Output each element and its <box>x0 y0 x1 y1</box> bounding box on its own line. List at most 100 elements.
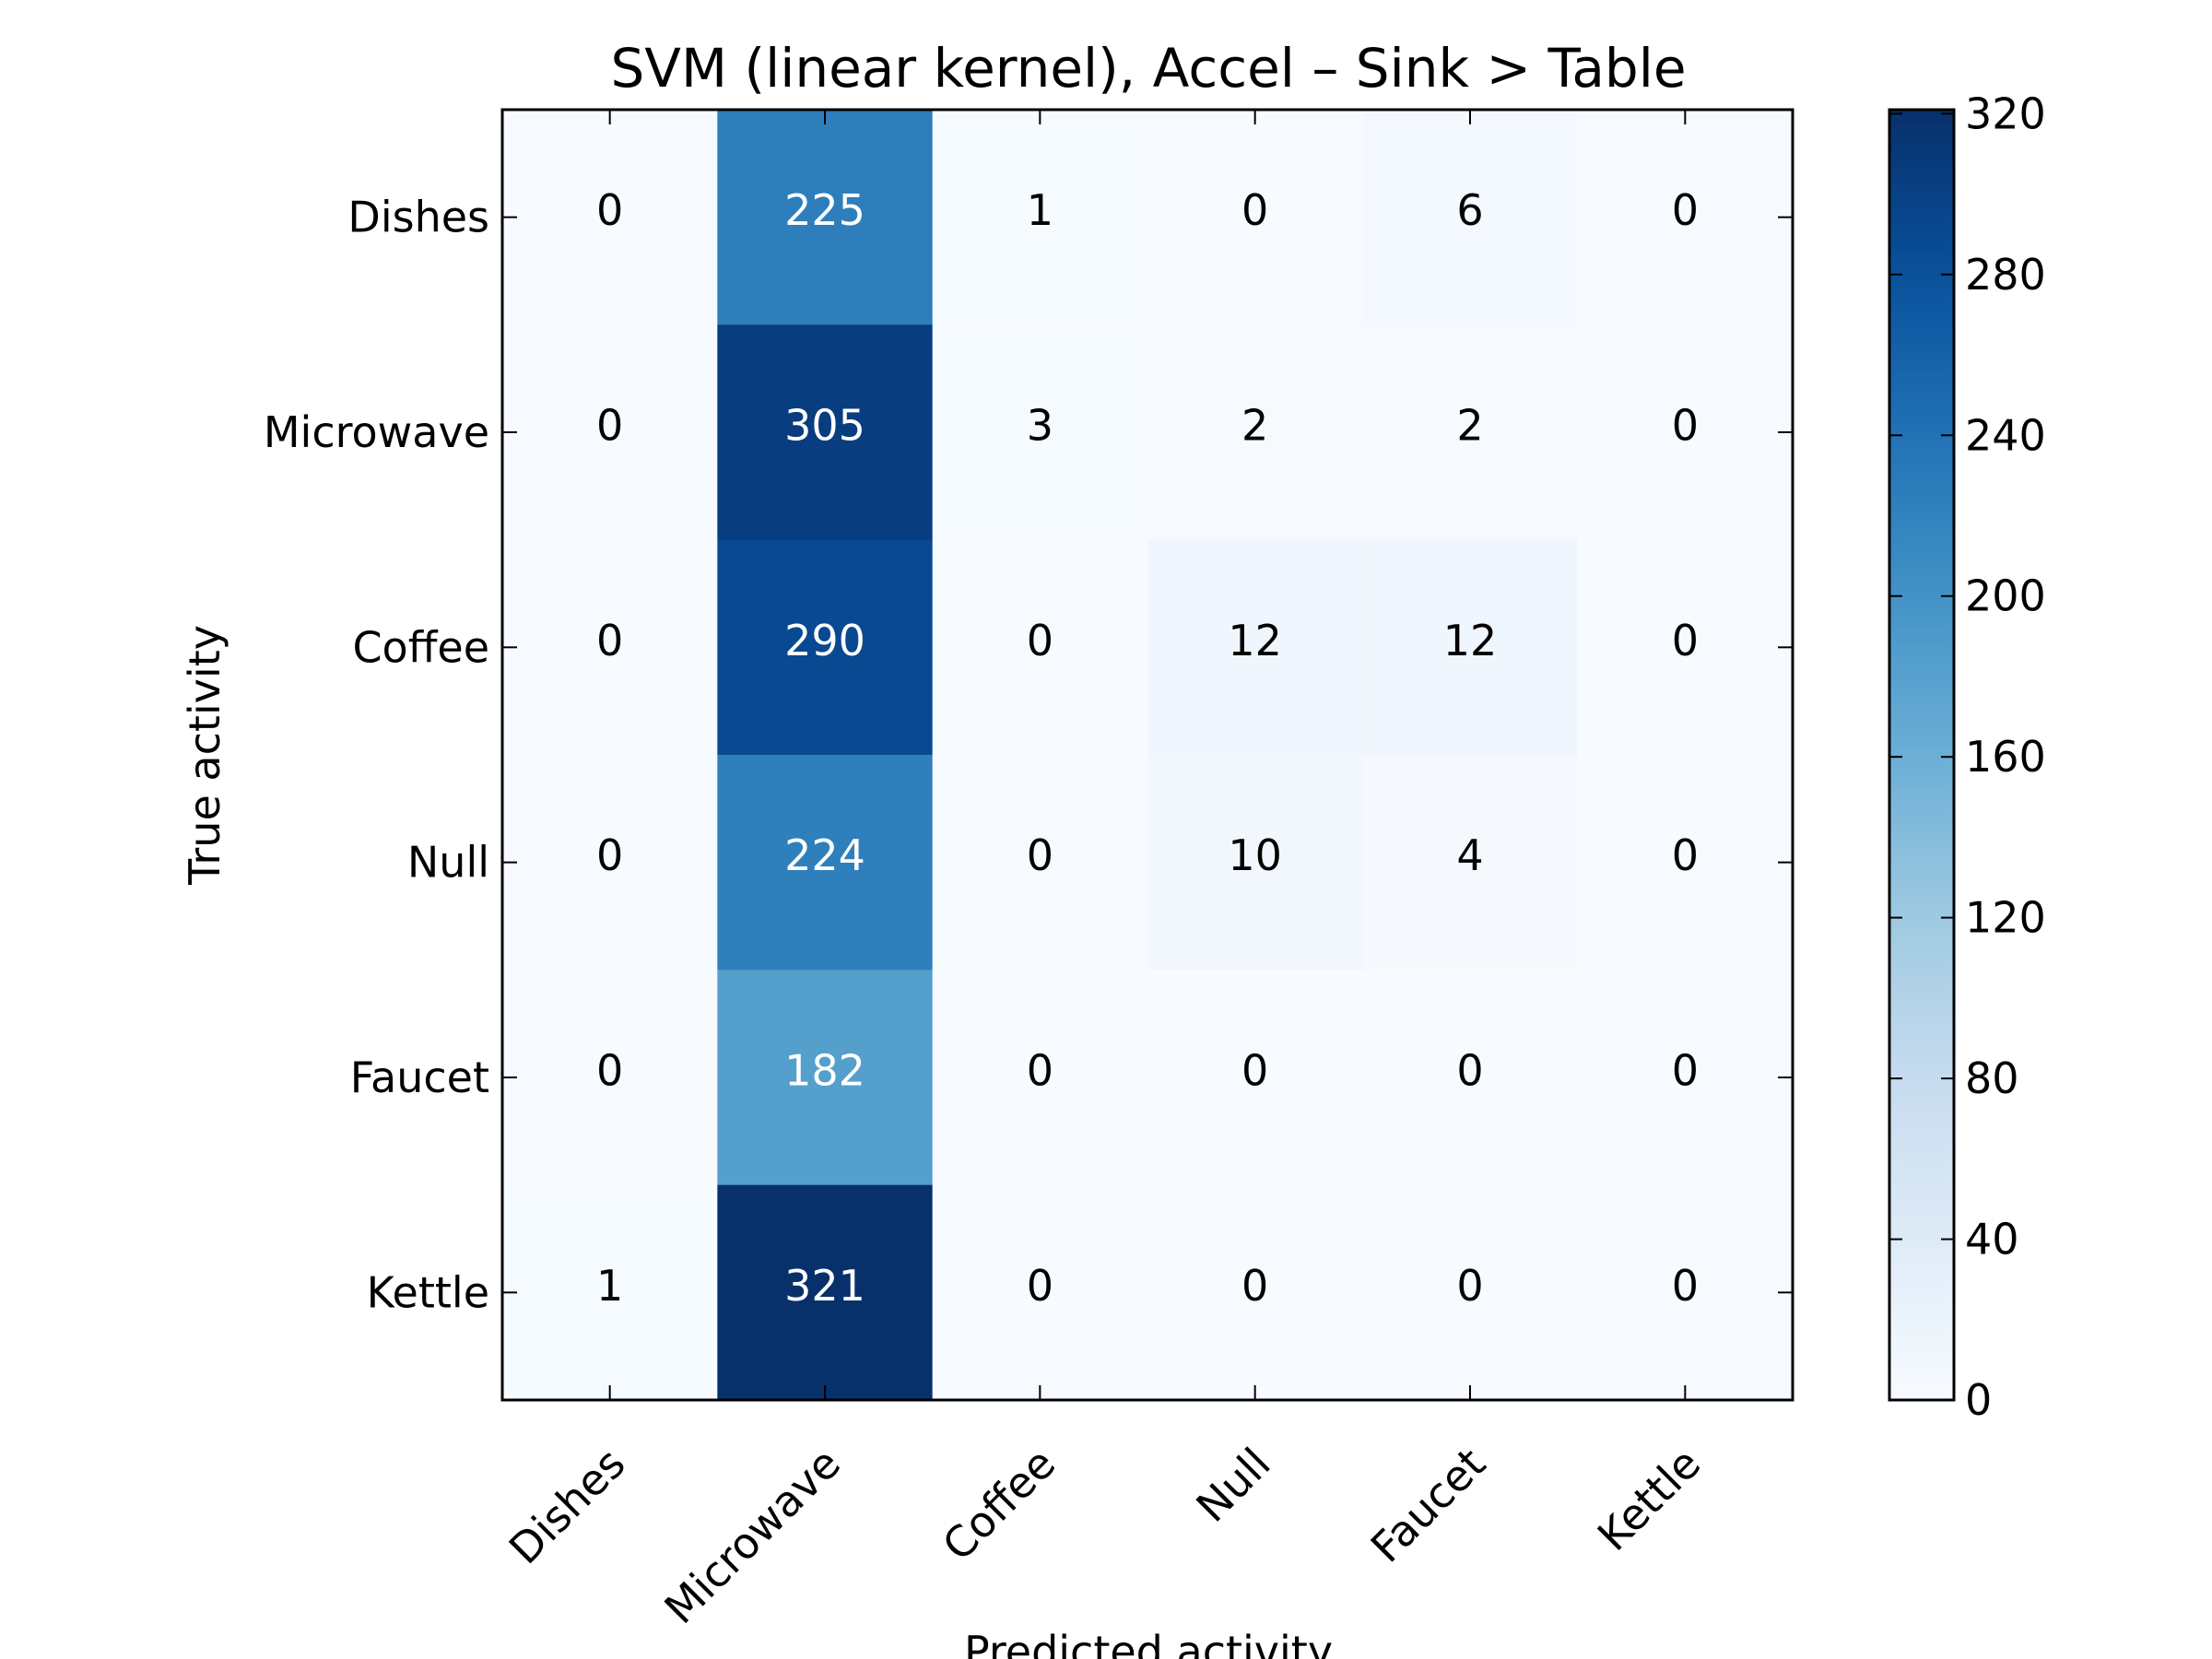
heatmap-cell <box>1577 539 1794 756</box>
cell-value-label: 10 <box>1228 830 1282 880</box>
cell-value-label: 0 <box>1672 401 1699 451</box>
cell-value-label: 3 <box>1027 401 1053 451</box>
heatmap-cell <box>1577 324 1794 541</box>
colorbar-tick-label: 0 <box>1965 1375 1992 1425</box>
heatmap-cell <box>1147 1184 1363 1401</box>
colorbar-tick-label: 240 <box>1965 410 2046 460</box>
heatmap-cell <box>502 1184 718 1401</box>
heatmap-cell <box>1577 755 1794 971</box>
x-tick-label: Dishes <box>500 1439 635 1574</box>
heatmap-cell <box>717 324 934 541</box>
heatmap-cell <box>932 539 1148 756</box>
cell-value-label: 0 <box>1456 1046 1483 1096</box>
cell-value-label: 0 <box>1241 1261 1268 1311</box>
x-tick-label: Kettle <box>1588 1439 1710 1560</box>
heatmap-cell <box>1362 755 1579 971</box>
heatmap-cell <box>717 539 934 756</box>
x-tick-label: Faucet <box>1361 1439 1495 1572</box>
cell-value-label: 2 <box>1241 401 1268 451</box>
plot-frame <box>500 108 1794 1402</box>
chart-title: SVM (linear kernel), Accel – Sink > Tabl… <box>610 37 1686 100</box>
heatmap-cell <box>502 110 718 325</box>
cell-value-label: 0 <box>596 401 623 451</box>
heatmap-cell <box>502 755 718 971</box>
cell-value-label: 4 <box>1456 830 1483 880</box>
cell-value-label: 224 <box>784 830 865 880</box>
y-tick-label: Coffee <box>352 622 489 672</box>
cell-value-label: 0 <box>596 616 623 665</box>
heatmap-cell <box>1147 539 1363 756</box>
cell-value-label: 290 <box>784 616 865 665</box>
cell-value-label: 0 <box>1456 1261 1483 1311</box>
heatmap-cell <box>932 755 1148 971</box>
x-axis-label: Predicted activity <box>964 1627 1333 1659</box>
heatmap-cell <box>1362 970 1579 1186</box>
x-tick-label: Coffee <box>933 1439 1065 1571</box>
y-tick-labels: Dishes Microwave Coffee Null Faucet Kettle <box>264 193 489 1318</box>
cell-value-label: 0 <box>1672 616 1699 665</box>
heatmap-cell <box>717 970 934 1186</box>
cell-value-label: 0 <box>1027 1261 1053 1311</box>
heatmap-cell <box>1147 110 1363 325</box>
cell-value-label: 0 <box>1672 185 1699 235</box>
heatmap-cell <box>1362 1184 1579 1401</box>
y-tick-label: Dishes <box>347 193 489 242</box>
cell-value-label: 12 <box>1228 616 1282 665</box>
heatmap-cell <box>717 110 934 325</box>
y-tick-label: Null <box>407 838 489 888</box>
cell-value-label: 0 <box>1241 1046 1268 1096</box>
colorbar-tick-label: 200 <box>1965 571 2046 621</box>
heatmap-cell <box>717 1184 934 1401</box>
x-tick-label: Microwave <box>654 1439 850 1634</box>
cell-value-label: 0 <box>1027 1046 1053 1096</box>
cell-value-label: 0 <box>596 185 623 235</box>
heatmap-cell <box>502 539 718 756</box>
cell-value-label: 0 <box>1672 1046 1699 1096</box>
heatmap-cell <box>502 324 718 541</box>
cell-value-label: 0 <box>596 1046 623 1096</box>
heatmap-cell <box>1577 970 1794 1186</box>
colorbar-tick-label: 40 <box>1965 1215 2019 1265</box>
x-tick-label: Null <box>1186 1439 1279 1532</box>
heatmap-cell <box>1147 755 1363 971</box>
colorbar-tick-label: 160 <box>1965 732 2046 782</box>
cell-value-label: 0 <box>1027 830 1053 880</box>
y-tick-label: Microwave <box>264 407 489 457</box>
heatmap-cell <box>932 324 1148 541</box>
heatmap-cell <box>932 1184 1148 1401</box>
axis-ticks <box>502 110 1793 1400</box>
heatmap-cell <box>1577 1184 1794 1401</box>
colorbar-tick-label: 280 <box>1965 250 2046 300</box>
colorbar-ticks: 0 40 80 120 160 200 240 280 320 <box>1889 88 2046 1425</box>
cell-value-label: 1 <box>596 1261 623 1311</box>
heatmap-cells: 0 225 1 0 6 00 305 3 2 2 00 290 0 12 12 00 224 0 10 4 00 182 0… <box>502 110 1794 1401</box>
colorbar-tick-label: 320 <box>1965 88 2046 138</box>
heatmap-cell <box>1362 539 1579 756</box>
heatmap-cell <box>1362 324 1579 541</box>
heatmap-cell <box>1362 110 1579 325</box>
heatmap-cell <box>1577 110 1794 325</box>
heatmap-cell <box>502 970 718 1186</box>
colorbar <box>1888 108 1956 1402</box>
heatmap-cell <box>932 110 1148 325</box>
cell-value-label: 2 <box>1456 401 1483 451</box>
x-tick-labels: Dishes Microwave Coffee Null Faucet Kettle <box>500 1439 1710 1634</box>
y-tick-label: Kettle <box>367 1267 489 1317</box>
y-tick-label: Faucet <box>350 1053 489 1102</box>
cell-value-label: 12 <box>1443 616 1498 665</box>
cell-value-label: 225 <box>784 185 865 235</box>
cell-value-label: 0 <box>1672 1261 1699 1311</box>
cell-value-label: 0 <box>596 830 623 880</box>
cell-value-label: 0 <box>1241 185 1268 235</box>
colorbar-tick-label: 120 <box>1965 893 2046 943</box>
heatmap-cell <box>1147 324 1363 541</box>
colorbar-tick-label: 80 <box>1965 1053 2019 1103</box>
cell-value-label: 182 <box>784 1046 865 1096</box>
cell-value-label: 321 <box>784 1261 865 1311</box>
cell-value-label: 0 <box>1672 830 1699 880</box>
cell-value-label: 305 <box>784 401 865 451</box>
cell-value-label: 6 <box>1456 185 1483 235</box>
heatmap-cell <box>717 755 934 971</box>
